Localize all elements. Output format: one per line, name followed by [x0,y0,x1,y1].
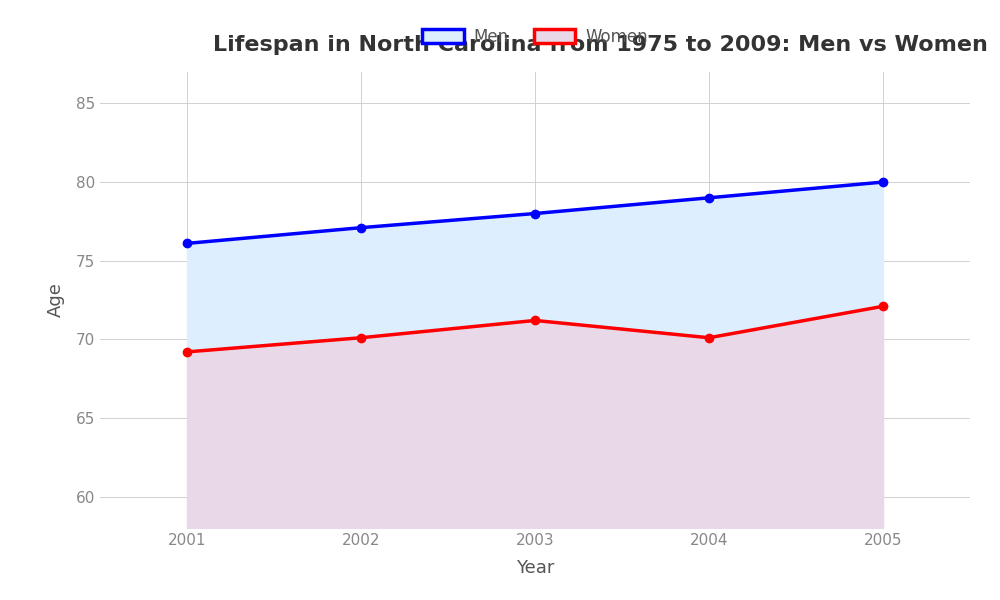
X-axis label: Year: Year [516,559,554,577]
Text: Lifespan in North Carolina from 1975 to 2009: Men vs Women: Lifespan in North Carolina from 1975 to … [213,35,988,55]
Y-axis label: Age: Age [47,283,65,317]
Legend: Men, Women: Men, Women [415,21,655,52]
